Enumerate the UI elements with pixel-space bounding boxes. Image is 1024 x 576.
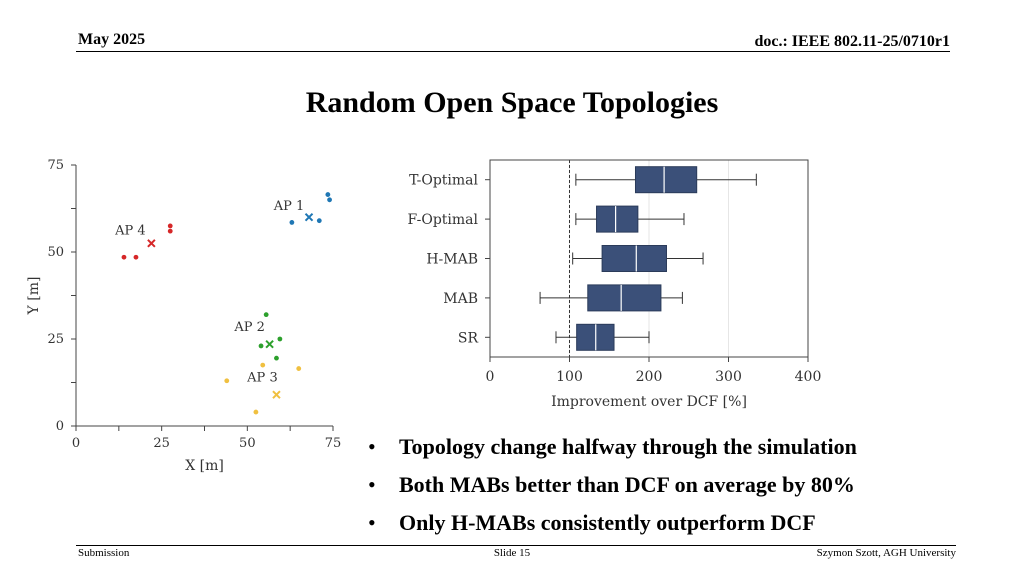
station-point: [167, 223, 173, 229]
access-point-label: AP 3: [246, 371, 278, 386]
y-axis-label: Y [m]: [26, 277, 42, 316]
station-point: [325, 192, 331, 197]
bullet-text: Both MABs better than DCF on average by …: [399, 472, 855, 497]
bullet-item: • Both MABs better than DCF on average by…: [368, 472, 855, 497]
station-point: [258, 343, 264, 349]
station-point: [296, 366, 302, 371]
x-tick-label: 0: [486, 369, 495, 385]
footer-submission: Submission: [78, 547, 130, 559]
access-point-label: AP 4: [114, 223, 146, 238]
station-point: [263, 312, 269, 318]
station-point: [274, 355, 279, 361]
box: [601, 245, 667, 272]
box: [587, 284, 662, 312]
footer-author: Szymon Szott, AGH University: [816, 547, 956, 559]
station-point: [224, 378, 230, 384]
improvement-box-plot: T-Optimal F-Optimal H-MAB MAB SR 0 100 200 300 40…: [408, 159, 822, 410]
station-point: [289, 220, 295, 225]
x-tick-label: 100: [556, 369, 583, 385]
y-tick-label: 0: [56, 419, 64, 434]
header-divider: [76, 51, 950, 52]
station-point: [260, 362, 266, 368]
station-point: [277, 336, 283, 342]
y-tick-label: 50: [47, 245, 64, 260]
x-tick-label: 25: [153, 436, 170, 451]
footer-divider: [76, 545, 956, 546]
access-point-marker: [272, 390, 281, 399]
x-axis-label: X [m]: [185, 458, 224, 474]
station-point: [133, 254, 139, 260]
station-point: [167, 228, 173, 234]
slide-title: Random Open Space Topologies: [305, 86, 719, 119]
x-tick-label: 50: [239, 436, 256, 451]
bullet-text: Topology change halfway through the simu…: [399, 434, 857, 459]
footer-slide-number: Slide 15: [493, 547, 531, 559]
x-tick-label: 0: [72, 436, 80, 451]
x-tick-label: 200: [636, 369, 663, 385]
bullet-list: • Topology change halfway through the sim…: [368, 428, 857, 542]
access-point-marker: [265, 340, 274, 349]
station-point: [253, 409, 259, 415]
x-axis-label: Improvement over DCF [%]: [551, 394, 747, 410]
access-point-label: AP 2: [233, 320, 265, 335]
box: [634, 166, 698, 194]
topology-scatter-plot: 0 25 50 75 0 25 50 75 X [m] Y [m] AP 1 AP 2 AP 3 AP 4: [26, 158, 342, 474]
category-label: SR: [458, 330, 479, 346]
bullet-item: • Only H-MABs consistently outperform DCF: [368, 510, 816, 535]
station-point: [327, 197, 332, 203]
category-label: MAB: [443, 291, 478, 307]
category-label: H-MAB: [426, 252, 478, 268]
header-doc-id: doc.: IEEE 802.11-25/0710r1: [754, 33, 950, 50]
y-tick-label: 75: [47, 158, 64, 173]
station-point: [121, 254, 127, 260]
access-point-label: AP 1: [273, 199, 305, 214]
bullet-item: • Topology change halfway through the sim…: [368, 434, 857, 459]
header-date: May 2025: [78, 31, 146, 48]
x-tick-label: 400: [795, 369, 822, 385]
x-tick-label: 75: [325, 436, 342, 451]
category-label: F-Optimal: [408, 212, 479, 228]
access-point-marker: [304, 212, 314, 222]
box: [596, 205, 639, 233]
category-label: T-Optimal: [409, 173, 478, 189]
station-point: [316, 218, 322, 224]
y-tick-label: 25: [47, 332, 64, 347]
x-tick-label: 300: [715, 369, 742, 385]
bullet-text: Only H-MABs consistently outperform DCF: [399, 510, 816, 535]
access-point-marker: [147, 239, 156, 248]
